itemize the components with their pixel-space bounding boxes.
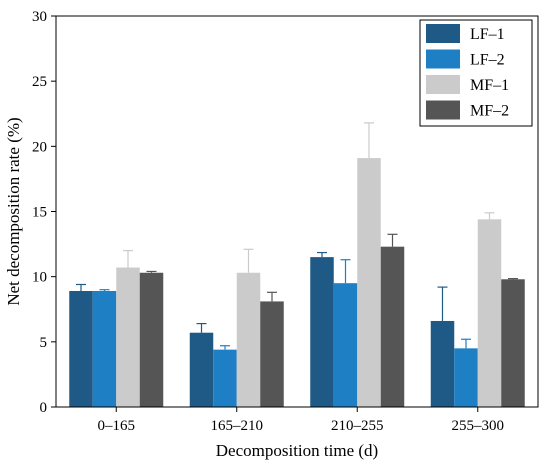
bar [333,283,358,407]
bar [69,291,93,407]
y-tick-label: 5 [40,335,48,351]
bar [236,272,261,407]
bar [189,332,214,407]
legend-swatch [426,49,460,69]
legend-label: MF–2 [470,103,509,120]
bar [454,348,478,407]
bar [139,272,164,407]
y-axis-title: Net decomposition rate (%) [4,117,23,305]
bar [357,158,381,407]
bars-layer [69,158,525,407]
bar [260,301,284,407]
bar [116,267,140,407]
x-axis-title: Decomposition time (d) [216,441,378,460]
bar [213,349,237,407]
y-tick-label: 30 [32,9,47,25]
y-tick-label: 25 [32,74,47,90]
bar [380,246,405,407]
legend-label: MF–1 [470,77,509,94]
legend-label: LF–1 [470,26,505,43]
y-tick-label: 0 [40,400,48,416]
legend-swatch [426,75,460,94]
x-tick-label: 0–165 [98,418,136,434]
bar [477,219,502,407]
x-axis: 0–165 165–210 210–255 255–300 [98,407,505,434]
bar [310,257,334,407]
x-tick-label: 210–255 [331,418,384,434]
x-tick-label: 165–210 [211,418,264,434]
x-tick-label: 255–300 [452,418,505,434]
bar [92,291,117,407]
y-tick-label: 15 [32,205,47,221]
error-bars-layer [76,122,518,350]
y-tick-label: 20 [32,139,47,155]
bar [430,320,455,407]
y-tick-label: 10 [32,270,47,286]
y-axis: 0 5 10 15 20 25 30 [32,9,56,416]
legend-swatch [426,24,460,43]
legend-swatch [426,100,460,120]
bar [501,279,525,407]
legend: LF–1 LF–2 MF–1 MF–2 [419,19,533,127]
legend-label: LF–2 [470,52,505,69]
